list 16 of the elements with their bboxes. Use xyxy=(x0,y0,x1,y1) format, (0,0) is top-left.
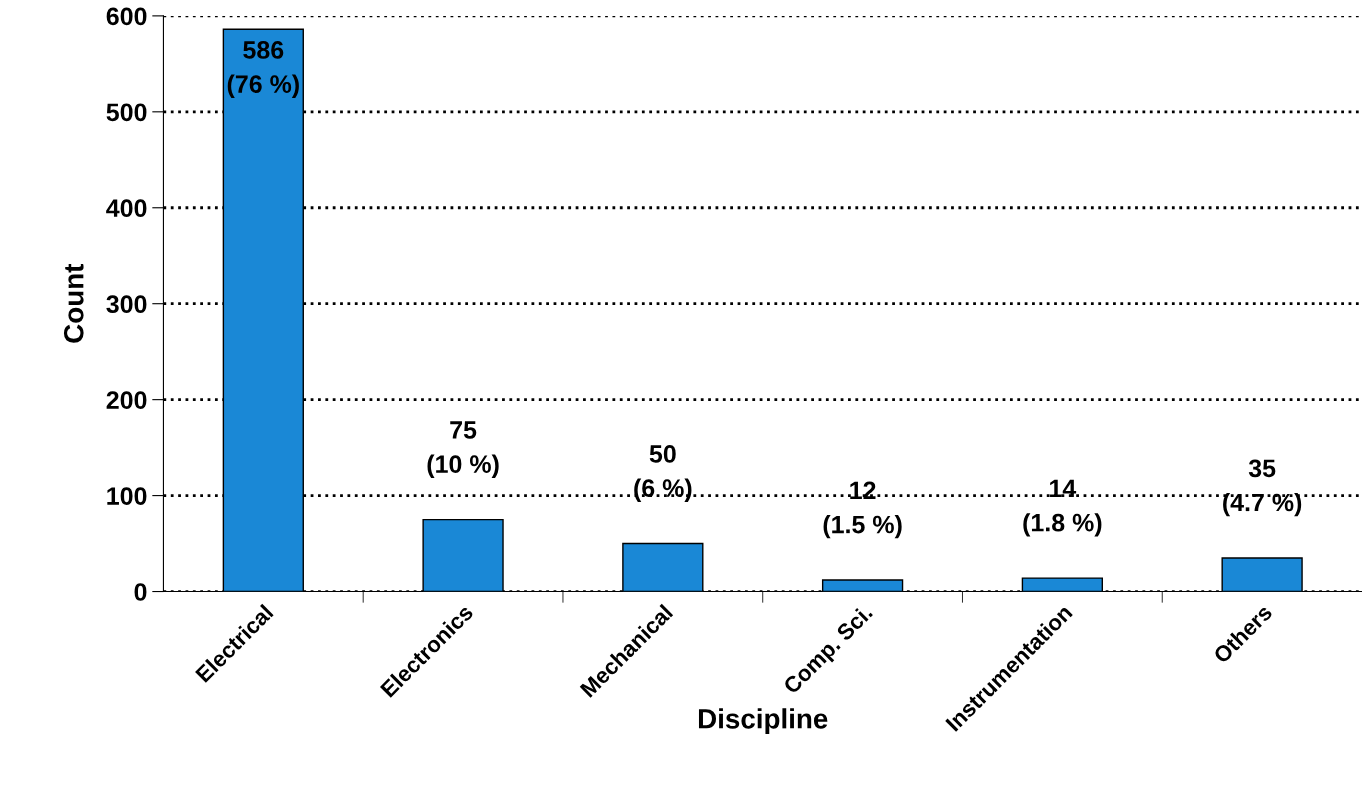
y-tick-label: 600 xyxy=(106,7,147,26)
data-label: 12 (1.5 %) xyxy=(823,481,902,539)
data-label: 35 (4.7 %) xyxy=(1223,459,1302,517)
y-tick-label: 500 xyxy=(106,103,147,122)
data-label: 586 (76 %) xyxy=(227,41,299,98)
y-tick-label: 300 xyxy=(106,295,147,314)
y-tick-label: 400 xyxy=(106,199,147,218)
data-label: 14 (1.8 %) xyxy=(1023,479,1102,537)
data-label: 50 (6 %) xyxy=(634,445,692,502)
y-tick-label: 200 xyxy=(106,391,147,409)
y-tick-label: 100 xyxy=(107,487,147,505)
data-label: 75 (10 %) xyxy=(427,421,499,478)
y-axis-title: Count xyxy=(63,263,84,343)
y-tick-label: 0 xyxy=(134,583,147,601)
bar xyxy=(1021,577,1104,592)
x-axis-title: Discipline xyxy=(698,708,828,735)
